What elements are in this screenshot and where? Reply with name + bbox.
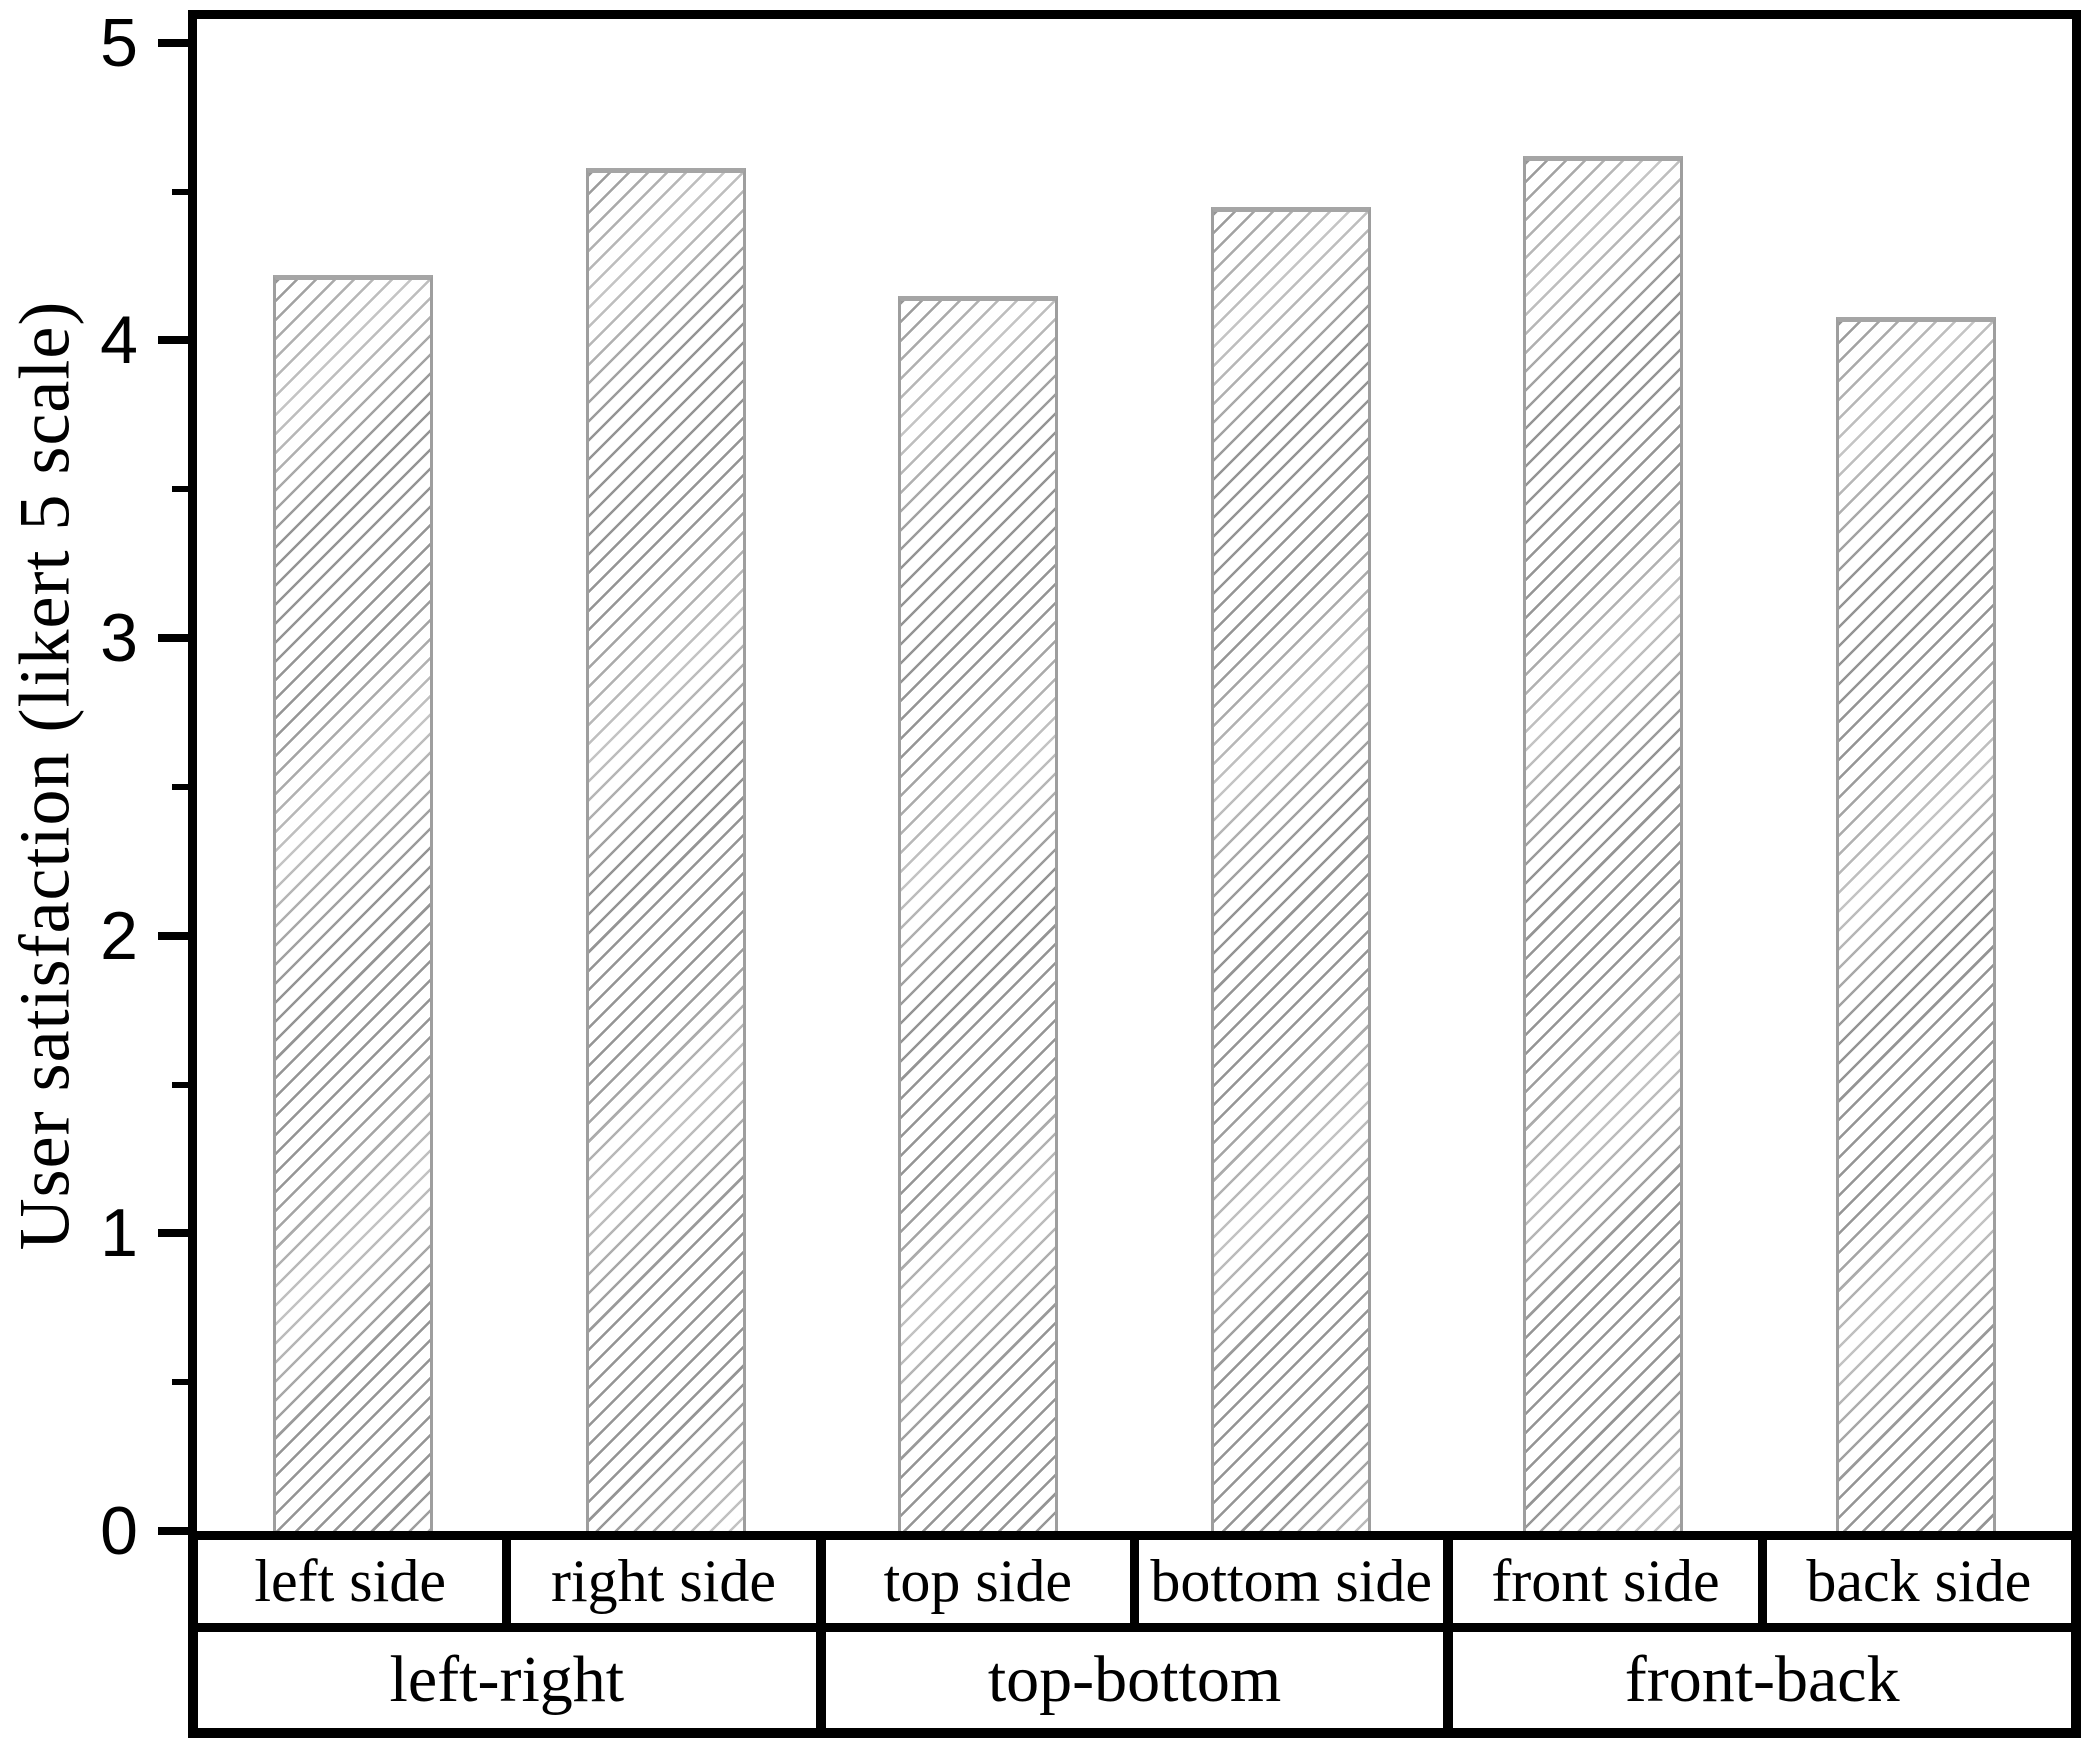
x-category-label: left side bbox=[254, 1548, 446, 1614]
plot-area bbox=[188, 10, 2081, 1540]
x-category-cell-right-side: right side bbox=[511, 1540, 826, 1623]
x-category-label: bottom side bbox=[1150, 1548, 1432, 1614]
y-tick-label-2: 2 bbox=[100, 897, 138, 974]
x-category-label: top side bbox=[883, 1548, 1072, 1614]
x-group-label: left-right bbox=[389, 1643, 625, 1716]
y-axis-title: User satisfaction (likert 5 scale) bbox=[4, 300, 85, 1250]
x-category-label: back side bbox=[1806, 1548, 2032, 1614]
x-group-cell-top-bottom: top-bottom bbox=[826, 1632, 1454, 1728]
y-tick-label-5: 5 bbox=[100, 4, 138, 81]
y-tick-label-3: 3 bbox=[100, 600, 138, 677]
x-group-label: top-bottom bbox=[987, 1643, 1282, 1716]
y-minor-tick-4.5 bbox=[172, 188, 188, 195]
y-major-tick-3 bbox=[158, 634, 188, 643]
x-category-cell-left-side: left side bbox=[198, 1540, 512, 1623]
x-axis-group-row: left-right top-bottom front-back bbox=[198, 1632, 2071, 1728]
bar-right-side bbox=[585, 167, 746, 1531]
x-category-cell-front-side: front side bbox=[1453, 1540, 1767, 1623]
y-major-tick-2 bbox=[158, 931, 188, 940]
y-minor-tick-1.5 bbox=[172, 1081, 188, 1088]
x-group-cell-left-right: left-right bbox=[198, 1632, 826, 1728]
x-group-label: front-back bbox=[1624, 1643, 1900, 1716]
y-minor-tick-3.5 bbox=[172, 486, 188, 493]
x-category-cell-bottom-side: bottom side bbox=[1139, 1540, 1454, 1623]
x-category-cell-back-side: back side bbox=[1767, 1540, 2071, 1623]
x-axis-subcategory-row: left side right side top side bottom side fr… bbox=[198, 1540, 2071, 1632]
y-tick-label-1: 1 bbox=[100, 1195, 138, 1272]
y-minor-tick-2.5 bbox=[172, 783, 188, 790]
y-major-tick-0 bbox=[158, 1527, 188, 1535]
bar-left-side bbox=[273, 274, 434, 1531]
bar-top-side bbox=[898, 295, 1059, 1531]
bar-back-side bbox=[1835, 316, 1996, 1531]
y-major-tick-1 bbox=[158, 1229, 188, 1238]
y-major-tick-4 bbox=[158, 336, 188, 345]
y-major-tick-5 bbox=[158, 38, 188, 47]
x-category-cell-top-side: top side bbox=[826, 1540, 1139, 1623]
x-category-label: right side bbox=[551, 1548, 776, 1614]
x-category-label: front side bbox=[1491, 1548, 1720, 1614]
x-axis-category-table: left side right side top side bottom side fr… bbox=[188, 1540, 2081, 1738]
y-minor-tick-0.5 bbox=[172, 1379, 188, 1386]
y-tick-label-0: 0 bbox=[100, 1493, 138, 1569]
bar-bottom-side bbox=[1210, 206, 1371, 1531]
y-axis-title-wrap: User satisfaction (likert 5 scale) bbox=[0, 19, 90, 1531]
bar-front-side bbox=[1523, 155, 1684, 1531]
x-group-cell-front-back: front-back bbox=[1453, 1632, 2071, 1728]
y-tick-label-4: 4 bbox=[100, 302, 138, 379]
